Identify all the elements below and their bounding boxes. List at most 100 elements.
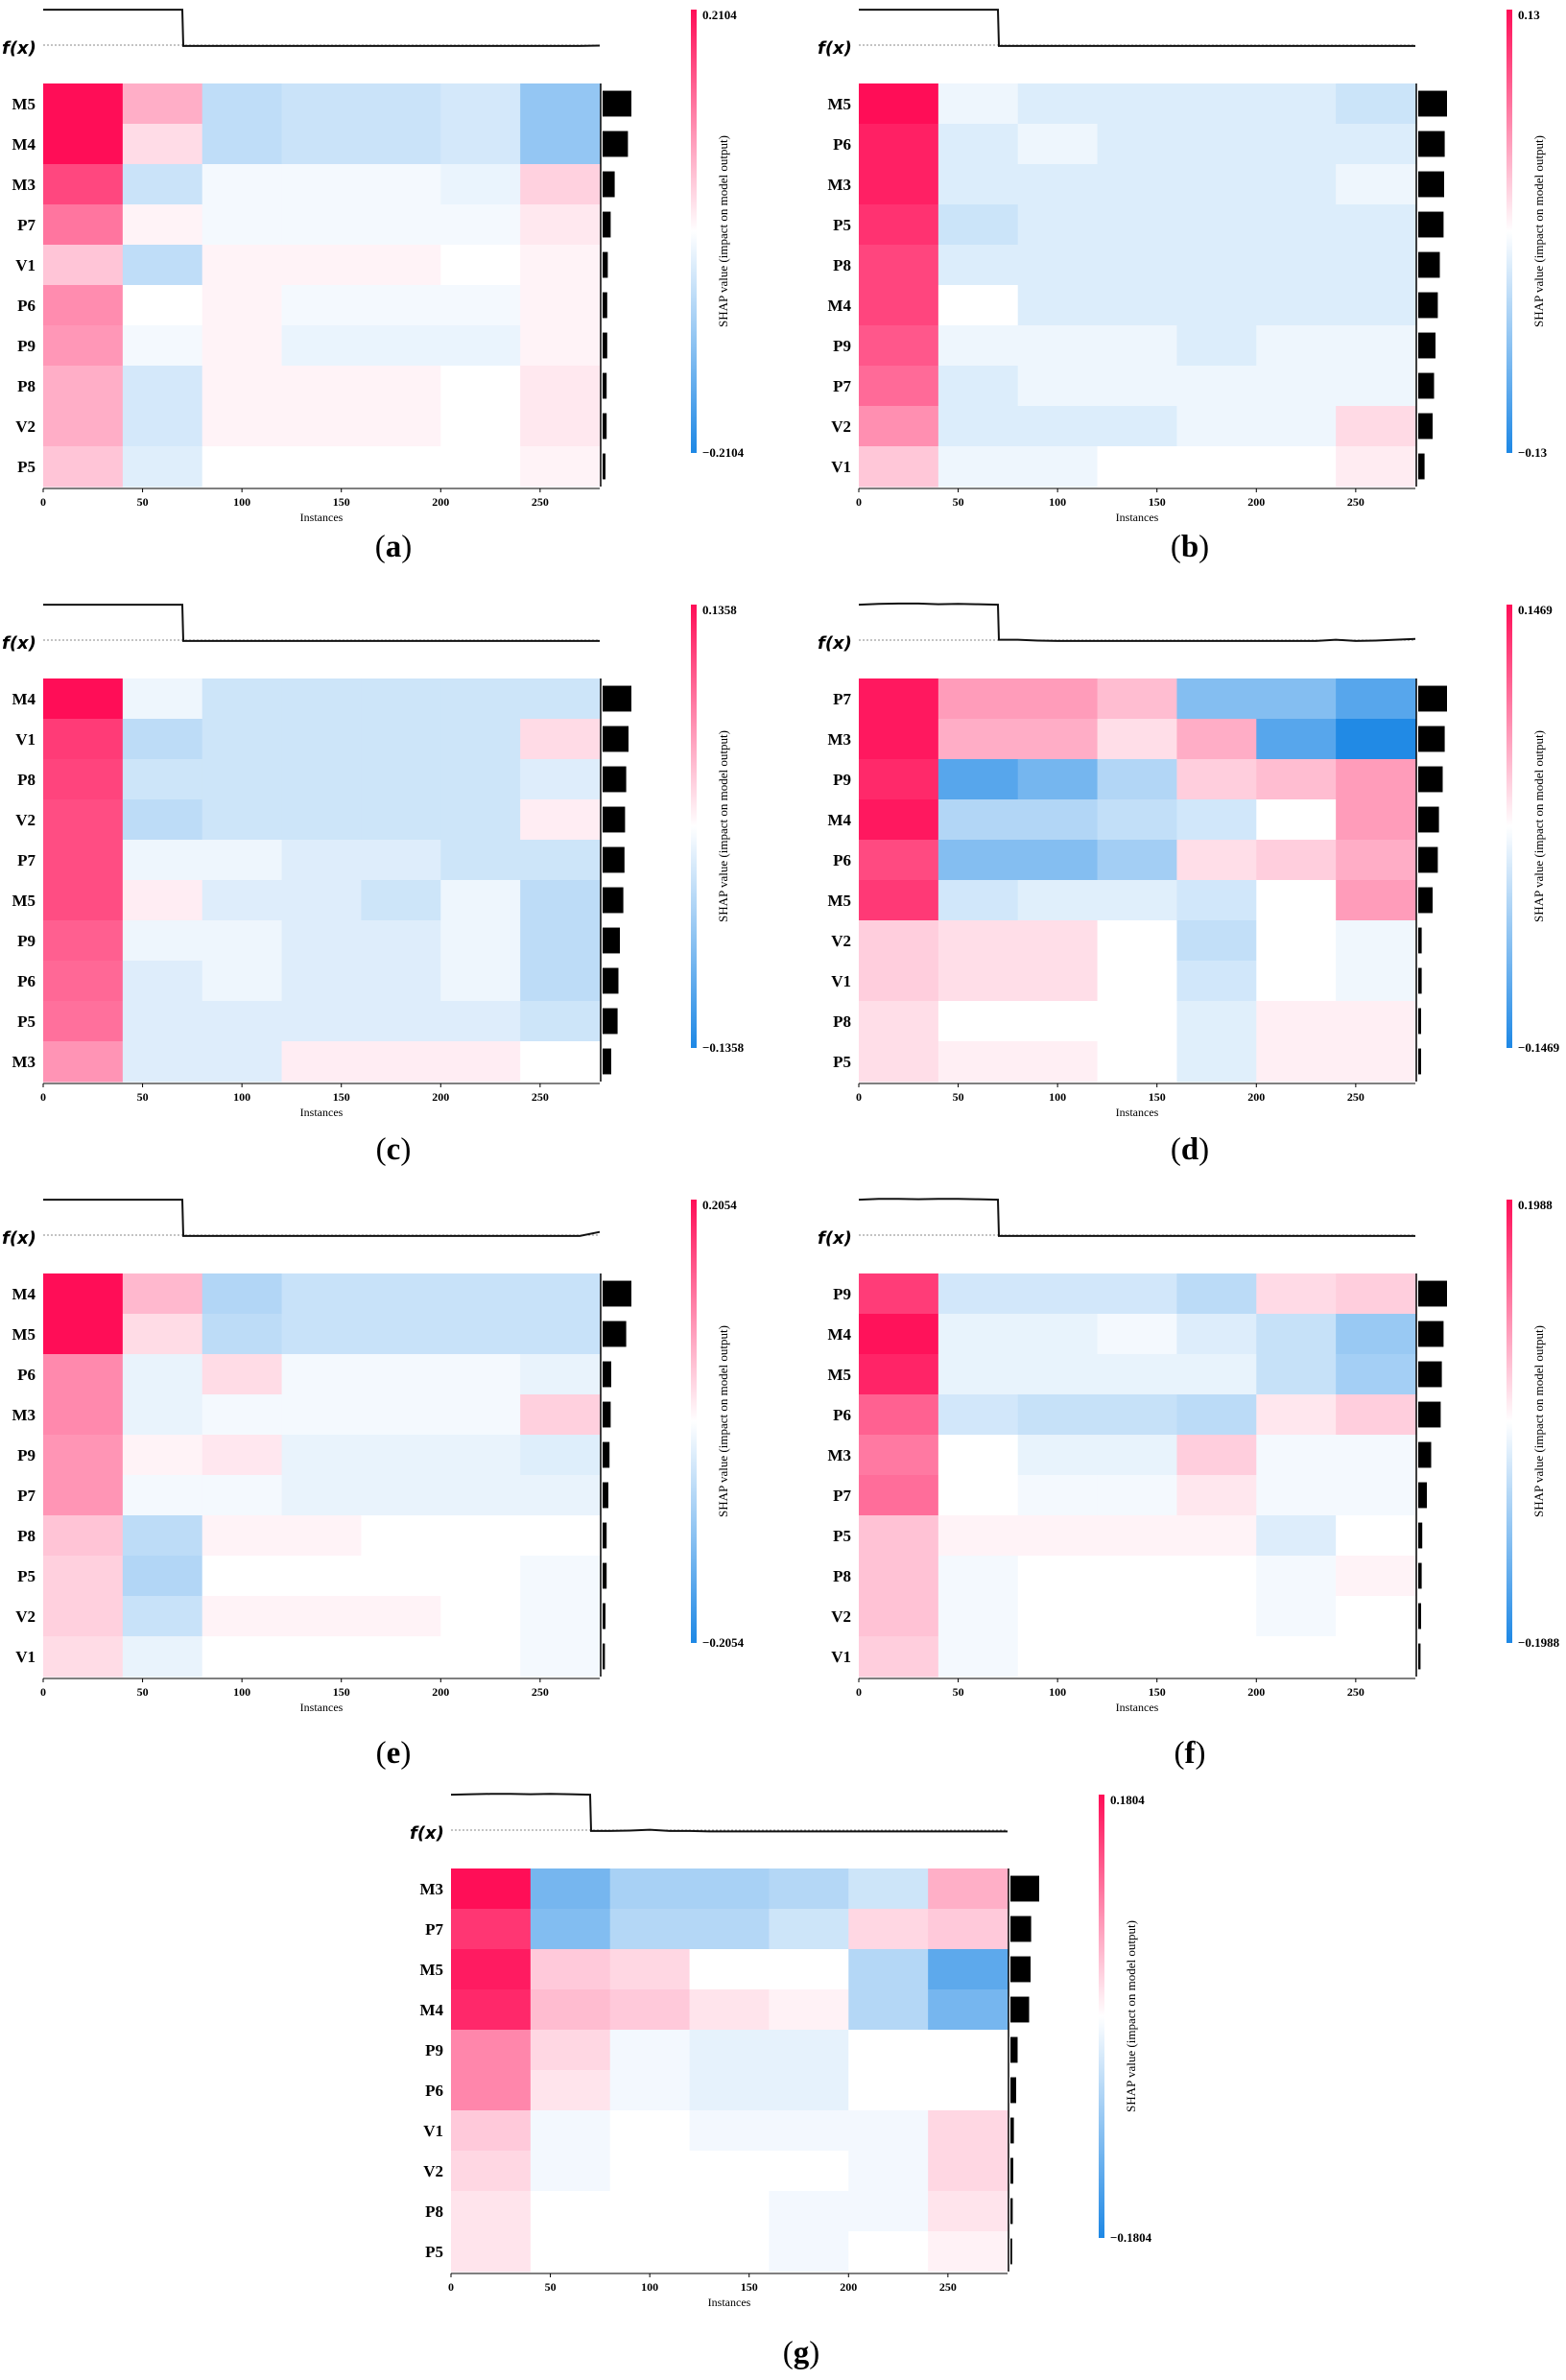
heatmap-cell	[1256, 83, 1337, 125]
heatmap-cell	[859, 1354, 939, 1395]
shap-heatmap-panel: f(x) M4 M5 P6 M3 P9 P7 P8 P5 V2 V1 0 50 100 150 200 250 I…	[0, 1190, 748, 1727]
heatmap-cell	[281, 961, 363, 1002]
x-tick-label: 250	[532, 1685, 549, 1699]
x-tick-label: 0	[40, 1685, 46, 1699]
heatmap-cell	[202, 83, 283, 125]
heatmap-cell	[43, 678, 124, 720]
heatmap-cell	[520, 920, 601, 962]
feature-label: P7	[17, 1487, 36, 1505]
heatmap-cell	[520, 83, 601, 125]
heatmap-cell	[1336, 880, 1416, 921]
heatmap-cell	[361, 719, 441, 760]
heatmap-cell	[361, 366, 441, 407]
feature-label: M4	[12, 690, 36, 708]
importance-bar	[1418, 1603, 1421, 1630]
heatmap-cell	[530, 2231, 611, 2273]
heatmap-cell	[451, 2191, 532, 2232]
heatmap-cell	[1176, 1354, 1257, 1395]
heatmap-cell	[440, 164, 521, 205]
colorbar-label: SHAP value (impact on model output)	[1531, 135, 1546, 327]
heatmap-cell	[281, 446, 363, 488]
heatmap-cell	[440, 406, 521, 447]
colorbar-label: SHAP value (impact on model output)	[716, 1325, 730, 1517]
feature-label: P9	[833, 771, 851, 789]
feature-label: P6	[17, 1366, 36, 1384]
colorbar-max-label: 0.1469	[1518, 603, 1553, 617]
colorbar	[1507, 10, 1512, 453]
feature-label: P9	[425, 2041, 443, 2059]
heatmap-cell	[937, 285, 1019, 326]
fx-line	[859, 9, 1415, 47]
importance-bar	[1010, 1916, 1032, 1942]
heatmap-cell	[1256, 1001, 1337, 1042]
heatmap-cell	[1256, 880, 1337, 921]
feature-label: M3	[12, 176, 36, 194]
importance-bar	[1010, 2117, 1014, 2144]
heatmap-cell	[1017, 799, 1099, 841]
heatmap-cell	[769, 1868, 849, 1910]
heatmap-cell	[202, 124, 283, 165]
heatmap-cell	[281, 1475, 363, 1516]
heatmap-cell	[520, 245, 601, 286]
heatmap-cell	[1017, 245, 1099, 286]
heatmap-cell	[1097, 799, 1178, 841]
colorbar-max-label: 0.1988	[1518, 1198, 1553, 1212]
feature-label: P8	[425, 2202, 443, 2221]
importance-bar	[603, 1048, 611, 1075]
feature-label: P5	[17, 1012, 36, 1031]
heatmap-cell	[361, 840, 441, 881]
heatmap-cell	[1256, 1636, 1337, 1678]
x-tick-label: 0	[856, 1685, 862, 1699]
heatmap-cell	[937, 880, 1019, 921]
heatmap-cell	[361, 1556, 441, 1597]
heatmap-cell	[1017, 164, 1099, 205]
importance-bar	[1418, 413, 1433, 440]
heatmap-cell	[689, 1949, 771, 1990]
heatmap-cell	[928, 2151, 1008, 2192]
heatmap-cell	[440, 1596, 521, 1637]
heatmap-cell	[281, 678, 363, 720]
fx-label: f(x)	[818, 1228, 852, 1249]
importance-bar	[1418, 251, 1440, 278]
heatmap-cell	[1176, 759, 1257, 800]
heatmap-cell	[440, 1314, 521, 1355]
shap-heatmap-panel: f(x) M4 V1 P8 V2 P7 M5 P9 P6 P5 M3 0 50 100 150 200 250 I…	[0, 595, 748, 1132]
feature-label: P7	[17, 216, 36, 234]
importance-bar	[1418, 1401, 1441, 1428]
heatmap-cell	[859, 880, 939, 921]
heatmap-cell	[1017, 366, 1099, 407]
fx-label: f(x)	[410, 1823, 444, 1844]
heatmap-cell	[520, 1394, 601, 1436]
x-tick-label: 200	[432, 1685, 449, 1699]
heatmap-cell	[520, 1354, 601, 1395]
heatmap-cell	[769, 2231, 849, 2273]
importance-bar	[603, 413, 607, 440]
heatmap-cell	[122, 83, 203, 125]
heatmap-cell	[440, 1273, 521, 1315]
importance-bar	[1418, 1482, 1427, 1509]
heatmap-cell	[1097, 1596, 1178, 1637]
x-tick-label: 50	[137, 495, 149, 509]
feature-label: P7	[833, 690, 851, 708]
heatmap-cell	[1176, 406, 1257, 447]
importance-bar	[1010, 1956, 1031, 1983]
heatmap-cell	[1176, 880, 1257, 921]
heatmap-cell	[202, 1556, 283, 1597]
heatmap-cell	[520, 678, 601, 720]
feature-label: M5	[827, 1366, 851, 1384]
heatmap-cell	[1097, 1354, 1178, 1395]
heatmap-cell	[361, 961, 441, 1002]
feature-label: V1	[423, 2122, 443, 2140]
heatmap-cell	[1176, 1041, 1257, 1083]
heatmap-cell	[1256, 759, 1337, 800]
heatmap-cell	[440, 204, 521, 246]
importance-bar	[603, 726, 629, 752]
heatmap-cell	[122, 1556, 203, 1597]
heatmap-cell	[1256, 245, 1337, 286]
heatmap-cell	[520, 1596, 601, 1637]
heatmap-cell	[440, 1001, 521, 1042]
heatmap-cell	[1176, 366, 1257, 407]
heatmap-cell	[440, 245, 521, 286]
heatmap-cell	[202, 1394, 283, 1436]
heatmap-cell	[1017, 719, 1099, 760]
